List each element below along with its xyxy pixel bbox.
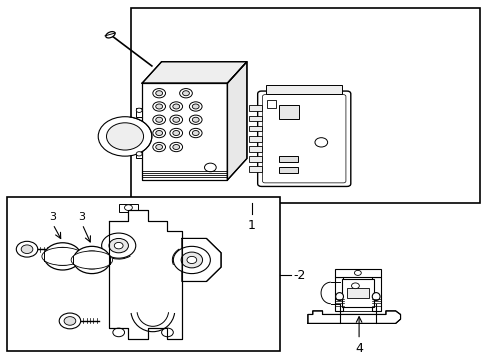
Ellipse shape bbox=[42, 247, 83, 265]
Text: 3: 3 bbox=[79, 212, 85, 222]
Polygon shape bbox=[142, 62, 246, 83]
Polygon shape bbox=[182, 238, 221, 282]
Bar bbox=[278, 156, 298, 162]
Bar bbox=[371, 277, 380, 311]
Circle shape bbox=[169, 102, 182, 111]
Bar bbox=[278, 105, 299, 119]
Circle shape bbox=[172, 117, 179, 122]
Circle shape bbox=[153, 129, 165, 138]
Circle shape bbox=[182, 91, 189, 96]
Circle shape bbox=[73, 246, 110, 274]
Circle shape bbox=[44, 243, 81, 270]
Bar bbox=[119, 204, 138, 212]
Bar bbox=[249, 126, 261, 131]
Bar bbox=[249, 116, 261, 121]
Circle shape bbox=[156, 117, 162, 122]
Circle shape bbox=[186, 256, 196, 264]
Circle shape bbox=[314, 138, 327, 147]
Polygon shape bbox=[227, 62, 246, 180]
Circle shape bbox=[189, 129, 202, 138]
Circle shape bbox=[136, 108, 142, 112]
Circle shape bbox=[56, 252, 69, 261]
Bar bbox=[249, 166, 261, 172]
Circle shape bbox=[192, 117, 199, 122]
Bar bbox=[142, 83, 227, 180]
Circle shape bbox=[16, 241, 38, 257]
FancyBboxPatch shape bbox=[262, 95, 345, 183]
Circle shape bbox=[153, 142, 165, 152]
Text: 1: 1 bbox=[247, 220, 255, 233]
Circle shape bbox=[156, 131, 162, 135]
Bar bbox=[249, 146, 261, 152]
Polygon shape bbox=[307, 311, 400, 323]
Circle shape bbox=[354, 270, 361, 275]
Bar bbox=[249, 136, 261, 141]
Bar bbox=[334, 269, 380, 277]
Ellipse shape bbox=[335, 293, 343, 301]
Circle shape bbox=[136, 152, 142, 156]
Text: 3: 3 bbox=[49, 212, 56, 222]
Circle shape bbox=[153, 102, 165, 111]
Circle shape bbox=[50, 247, 75, 265]
Circle shape bbox=[172, 131, 179, 135]
Bar bbox=[6, 197, 279, 351]
Circle shape bbox=[179, 89, 192, 98]
Ellipse shape bbox=[371, 293, 379, 301]
Circle shape bbox=[156, 91, 162, 96]
Circle shape bbox=[161, 328, 173, 337]
Bar bbox=[131, 8, 479, 203]
Text: 4: 4 bbox=[354, 342, 362, 355]
Bar bbox=[267, 100, 276, 108]
Circle shape bbox=[169, 129, 182, 138]
Circle shape bbox=[192, 131, 199, 135]
Bar bbox=[136, 149, 142, 158]
Circle shape bbox=[153, 115, 165, 125]
Circle shape bbox=[124, 205, 132, 211]
Bar bbox=[249, 156, 261, 162]
Circle shape bbox=[172, 144, 179, 149]
Circle shape bbox=[98, 117, 152, 156]
Bar bbox=[249, 105, 261, 111]
Circle shape bbox=[173, 246, 210, 274]
Circle shape bbox=[64, 317, 76, 325]
Circle shape bbox=[169, 115, 182, 125]
Bar bbox=[334, 277, 343, 311]
Circle shape bbox=[85, 255, 98, 265]
Circle shape bbox=[59, 313, 81, 329]
Ellipse shape bbox=[71, 251, 112, 269]
Circle shape bbox=[351, 283, 359, 289]
Circle shape bbox=[189, 115, 202, 125]
Bar bbox=[266, 85, 341, 94]
Circle shape bbox=[102, 233, 136, 258]
Circle shape bbox=[156, 144, 162, 149]
Circle shape bbox=[181, 252, 202, 268]
Circle shape bbox=[109, 238, 128, 253]
Ellipse shape bbox=[105, 32, 115, 38]
Bar bbox=[136, 108, 142, 117]
Circle shape bbox=[169, 142, 182, 152]
Circle shape bbox=[113, 328, 124, 337]
Circle shape bbox=[80, 251, 104, 269]
Polygon shape bbox=[109, 210, 182, 339]
Circle shape bbox=[172, 104, 179, 109]
Bar bbox=[341, 279, 373, 307]
Bar bbox=[346, 288, 368, 298]
Circle shape bbox=[21, 245, 33, 253]
Bar bbox=[278, 167, 298, 173]
Circle shape bbox=[192, 104, 199, 109]
Circle shape bbox=[114, 242, 123, 249]
Bar bbox=[327, 318, 383, 322]
Circle shape bbox=[204, 163, 216, 172]
Text: -2: -2 bbox=[293, 269, 305, 282]
Circle shape bbox=[189, 102, 202, 111]
FancyBboxPatch shape bbox=[257, 91, 350, 186]
Circle shape bbox=[106, 123, 143, 150]
Circle shape bbox=[156, 104, 162, 109]
Circle shape bbox=[153, 89, 165, 98]
